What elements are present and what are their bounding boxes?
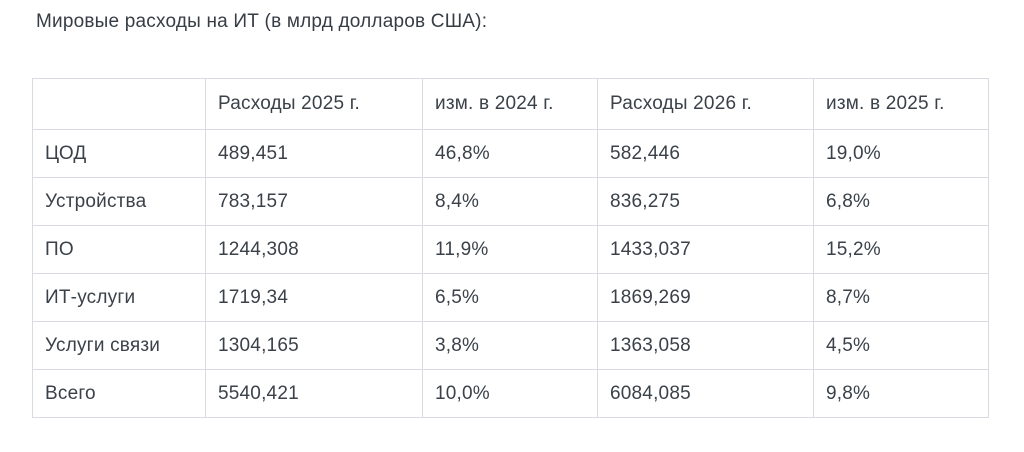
row-label: Всего [32, 369, 206, 418]
table-row-total: Всего 5540,421 10,0% 6084,085 9,8% [32, 369, 989, 418]
table-row: ЦОД 489,451 46,8% 582,446 19,0% [32, 129, 989, 178]
header-cell-empty [32, 78, 206, 130]
row-label: ИТ-услуги [32, 273, 206, 322]
cell-change-2025: 4,5% [813, 321, 989, 370]
table-row: ПО 1244,308 11,9% 1433,037 15,2% [32, 225, 989, 274]
cell-spend-2026: 1869,269 [597, 273, 814, 322]
header-row: Расходы 2025 г. изм. в 2024 г. Расходы 2… [32, 78, 989, 130]
cell-change-2024: 10,0% [422, 369, 598, 418]
header-cell-change-2025: изм. в 2025 г. [813, 78, 989, 130]
table-body: ЦОД 489,451 46,8% 582,446 19,0% Устройст… [32, 129, 989, 418]
cell-change-2025: 9,8% [813, 369, 989, 418]
cell-change-2025: 15,2% [813, 225, 989, 274]
cell-spend-2026: 1363,058 [597, 321, 814, 370]
header-cell-spend-2026: Расходы 2026 г. [597, 78, 814, 130]
header-cell-spend-2025: Расходы 2025 г. [205, 78, 423, 130]
table-row: ИТ-услуги 1719,34 6,5% 1869,269 8,7% [32, 273, 989, 322]
row-label: Устройства [32, 177, 206, 226]
cell-change-2024: 8,4% [422, 177, 598, 226]
header-cell-change-2024: изм. в 2024 г. [422, 78, 598, 130]
row-label: ПО [32, 225, 206, 274]
cell-change-2025: 6,8% [813, 177, 989, 226]
row-label: ЦОД [32, 129, 206, 178]
table-row: Устройства 783,157 8,4% 836,275 6,8% [32, 177, 989, 226]
it-spending-table: Расходы 2025 г. изм. в 2024 г. Расходы 2… [32, 78, 989, 418]
cell-spend-2025: 783,157 [205, 177, 423, 226]
cell-spend-2026: 836,275 [597, 177, 814, 226]
table-header: Расходы 2025 г. изм. в 2024 г. Расходы 2… [32, 78, 989, 130]
table-row: Услуги связи 1304,165 3,8% 1363,058 4,5% [32, 321, 989, 370]
cell-spend-2025: 1304,165 [205, 321, 423, 370]
cell-change-2024: 11,9% [422, 225, 598, 274]
cell-change-2024: 6,5% [422, 273, 598, 322]
cell-change-2024: 3,8% [422, 321, 598, 370]
cell-spend-2025: 489,451 [205, 129, 423, 178]
cell-spend-2025: 1719,34 [205, 273, 423, 322]
cell-change-2024: 46,8% [422, 129, 598, 178]
cell-change-2025: 19,0% [813, 129, 989, 178]
cell-spend-2025: 5540,421 [205, 369, 423, 418]
cell-spend-2026: 1433,037 [597, 225, 814, 274]
cell-spend-2026: 582,446 [597, 129, 814, 178]
page-title: Мировые расходы на ИТ (в млрд долларов С… [36, 11, 488, 32]
cell-spend-2025: 1244,308 [205, 225, 423, 274]
cell-spend-2026: 6084,085 [597, 369, 814, 418]
row-label: Услуги связи [32, 321, 206, 370]
cell-change-2025: 8,7% [813, 273, 989, 322]
